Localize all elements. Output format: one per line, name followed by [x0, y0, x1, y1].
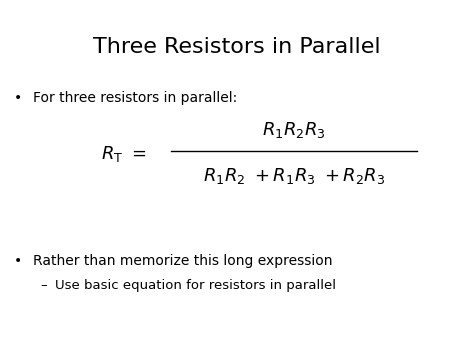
Text: –: –	[40, 279, 47, 292]
Text: $R_1R_2R_3$: $R_1R_2R_3$	[262, 120, 326, 140]
Text: For three resistors in parallel:: For three resistors in parallel:	[33, 91, 237, 104]
Text: Three Resistors in Parallel: Three Resistors in Parallel	[93, 37, 381, 57]
Text: $R_1R_2\ +R_1R_3\ +R_2R_3$: $R_1R_2\ +R_1R_3\ +R_2R_3$	[203, 166, 385, 186]
Text: Rather than memorize this long expression: Rather than memorize this long expressio…	[33, 254, 333, 268]
Text: •: •	[14, 91, 22, 104]
Text: •: •	[14, 254, 22, 268]
Text: $R_\mathrm{T}\ =$: $R_\mathrm{T}\ =$	[100, 144, 146, 164]
Text: Use basic equation for resistors in parallel: Use basic equation for resistors in para…	[55, 279, 336, 292]
